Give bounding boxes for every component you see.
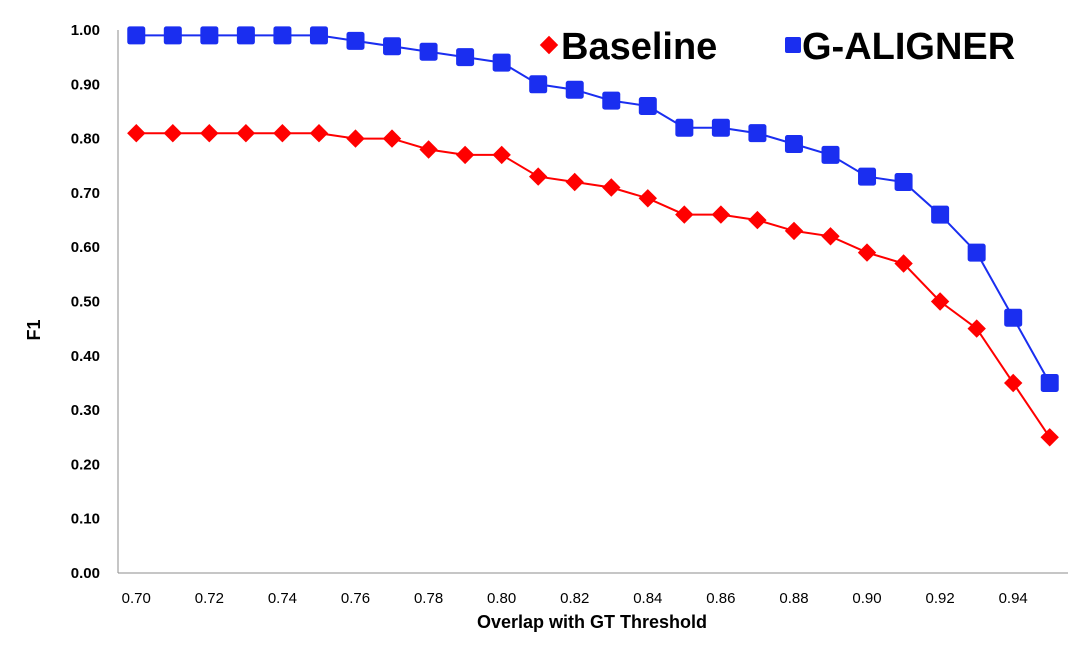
y-tick-label: 0.00 — [71, 565, 100, 582]
x-tick-label: 0.86 — [706, 590, 735, 607]
x-tick-label: 0.80 — [487, 590, 516, 607]
x-tick-label: 0.92 — [926, 590, 955, 607]
data-point — [565, 172, 584, 192]
x-tick-labels: 0.70 0.72 0.74 0.76 0.78 0.80 0.82 0.84 0.86 0.88… — [122, 590, 1028, 607]
y-tick-label: 0.10 — [71, 511, 100, 528]
data-point — [821, 145, 840, 164]
data-point — [273, 26, 292, 45]
data-point — [967, 243, 986, 262]
legend-label-galigner: G-ALIGNER — [802, 26, 1015, 68]
data-point — [382, 129, 402, 148]
legend-label-baseline: Baseline — [561, 26, 717, 68]
data-point — [565, 80, 584, 99]
data-point — [931, 205, 950, 224]
x-axis-title: Overlap with GT Threshold — [477, 612, 707, 632]
data-point — [1040, 428, 1059, 447]
y-tick-label: 0.40 — [71, 348, 100, 365]
data-point — [784, 221, 804, 241]
data-point — [675, 118, 694, 137]
data-point — [383, 37, 402, 56]
x-tick-label: 0.90 — [852, 590, 881, 607]
x-tick-label: 0.74 — [268, 590, 297, 607]
data-point — [236, 26, 255, 45]
data-point — [163, 26, 182, 45]
data-point — [419, 140, 438, 159]
x-tick-label: 0.94 — [999, 590, 1028, 607]
series-galigner — [127, 26, 1059, 392]
data-point — [236, 124, 256, 143]
x-tick-label: 0.78 — [414, 590, 443, 607]
legend-marker-baseline — [539, 35, 559, 55]
data-point — [200, 26, 219, 45]
y-tick-label: 0.70 — [71, 185, 100, 202]
data-point — [748, 210, 767, 230]
x-tick-label: 0.88 — [779, 590, 808, 607]
x-tick-label: 0.82 — [560, 590, 589, 607]
data-point — [711, 205, 731, 224]
legend: Baseline G-ALIGNER — [539, 26, 1015, 68]
data-point — [711, 118, 730, 137]
data-point — [456, 48, 475, 67]
y-tick-label: 0.60 — [71, 239, 100, 256]
data-point — [638, 189, 657, 208]
legend-marker-galigner — [785, 37, 801, 53]
data-point — [1004, 373, 1023, 393]
data-point — [748, 124, 767, 143]
data-point — [857, 243, 877, 262]
series-layer — [127, 26, 1059, 447]
data-point — [346, 129, 365, 148]
data-point — [858, 167, 877, 186]
data-point — [127, 26, 146, 45]
y-tick-label: 0.80 — [71, 131, 100, 148]
data-point — [784, 135, 803, 154]
y-tick-label: 0.90 — [71, 76, 100, 93]
x-tick-label: 0.84 — [633, 590, 662, 607]
legend-item-galigner: G-ALIGNER — [785, 26, 1015, 68]
data-point — [200, 124, 219, 143]
data-point — [602, 178, 621, 197]
data-point — [273, 124, 292, 143]
y-axis-title: F1 — [24, 319, 44, 340]
data-point — [1040, 373, 1059, 392]
data-point — [309, 26, 328, 45]
data-point — [492, 145, 511, 165]
data-point — [309, 124, 329, 143]
series-baseline — [127, 124, 1059, 447]
y-tick-label: 0.20 — [71, 456, 100, 473]
series-line-baseline — [136, 132, 1051, 438]
x-tick-label: 0.70 — [122, 590, 151, 607]
data-point — [492, 53, 511, 72]
data-point — [419, 42, 438, 61]
y-tick-labels: 0.00 0.10 0.20 0.30 0.40 0.50 0.60 0.70 0.80 0.90… — [71, 22, 100, 582]
legend-item-baseline: Baseline — [539, 26, 717, 68]
data-point — [163, 124, 182, 143]
y-tick-label: 0.50 — [71, 294, 100, 311]
data-point — [638, 97, 657, 116]
data-point — [602, 91, 621, 110]
axes — [117, 30, 1068, 574]
data-point — [821, 227, 840, 246]
x-tick-label: 0.76 — [341, 590, 370, 607]
data-point — [894, 254, 913, 273]
data-point — [930, 292, 950, 311]
data-point — [967, 319, 986, 338]
y-tick-label: 0.30 — [71, 402, 100, 419]
x-tick-label: 0.72 — [195, 590, 224, 607]
data-point — [894, 173, 913, 192]
series-line-galigner — [136, 34, 1051, 384]
y-tick-label: 1.00 — [71, 22, 100, 39]
data-point — [529, 167, 548, 186]
data-point — [675, 205, 694, 224]
data-point — [346, 31, 365, 50]
data-point — [127, 124, 146, 143]
data-point — [455, 145, 475, 165]
data-point — [1004, 308, 1023, 327]
data-point — [529, 75, 548, 94]
